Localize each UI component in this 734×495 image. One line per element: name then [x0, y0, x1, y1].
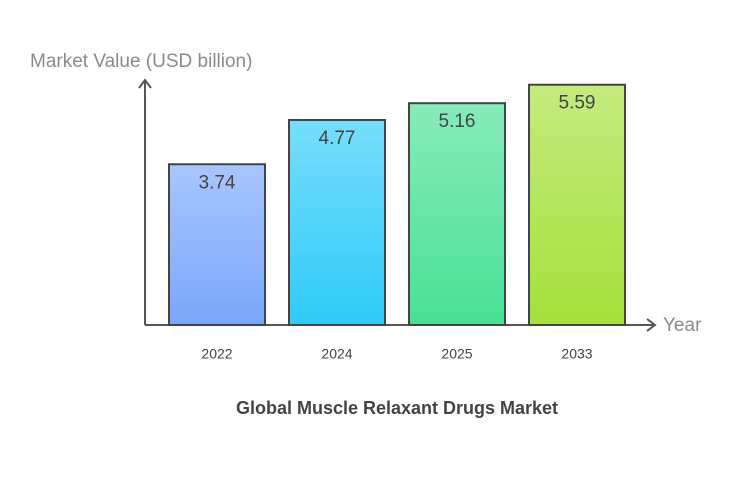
bar: [528, 83, 626, 326]
y-axis-label: Market Value (USD billion): [30, 51, 252, 72]
x-tick-label: 2033: [561, 346, 592, 362]
bar: [168, 163, 266, 326]
data-label: 5.16: [439, 111, 476, 132]
data-label: 4.77: [319, 128, 356, 149]
x-tick-label: 2022: [201, 346, 232, 362]
chart-title: Global Muscle Relaxant Drugs Market: [236, 398, 558, 418]
x-tick-label: 2024: [321, 346, 352, 362]
data-label: 5.59: [559, 93, 596, 114]
data-label: 3.74: [199, 172, 236, 193]
x-axis-label: Year: [663, 315, 702, 336]
bar: [408, 102, 506, 326]
y-axis: [138, 78, 152, 325]
x-tick-label: 2025: [441, 346, 472, 362]
bar: [288, 118, 386, 327]
